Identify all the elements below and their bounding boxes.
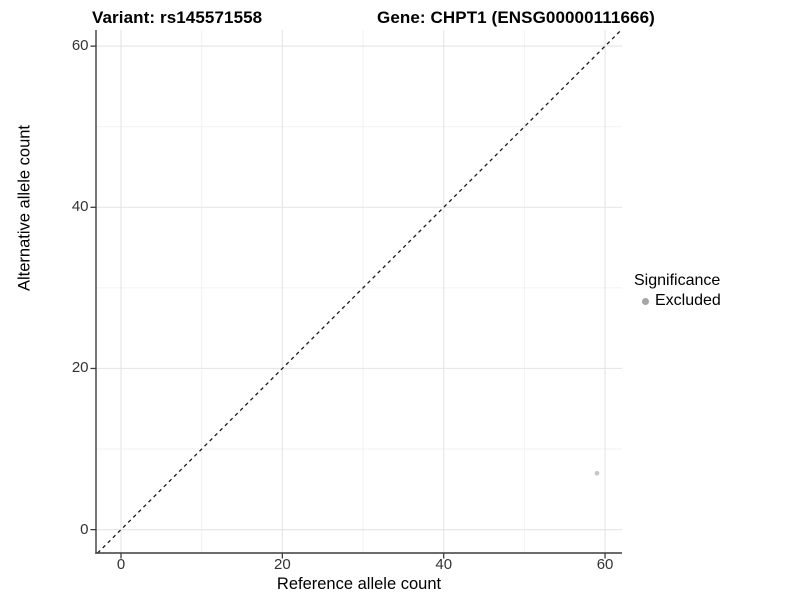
plot-title-variant: Variant: rs145571558	[92, 8, 263, 27]
legend-title: Significance	[634, 272, 721, 289]
x-axis-title: Reference allele count	[276, 575, 442, 593]
legend: Significance Excluded	[634, 272, 721, 310]
legend-key-point-icon	[642, 297, 649, 305]
x-tick-label: 40	[435, 556, 453, 573]
y-tick-label: 40	[71, 198, 89, 216]
plot-title-gene: Gene: CHPT1 (ENSG00000111666)	[377, 8, 655, 27]
legend-item: Excluded	[634, 292, 721, 310]
identity-dashed-line	[97, 29, 622, 554]
y-tick-label: 0	[80, 520, 89, 538]
y-tick-label: 20	[71, 359, 89, 377]
y-tick-label: 60	[71, 37, 89, 55]
data-point	[594, 470, 600, 476]
x-tick-label: 20	[274, 556, 291, 573]
legend-items: Excluded	[634, 292, 721, 310]
legend-item-label: Excluded	[655, 292, 721, 309]
x-tick-label: 60	[596, 556, 614, 573]
x-tick-label: 0	[116, 556, 126, 573]
